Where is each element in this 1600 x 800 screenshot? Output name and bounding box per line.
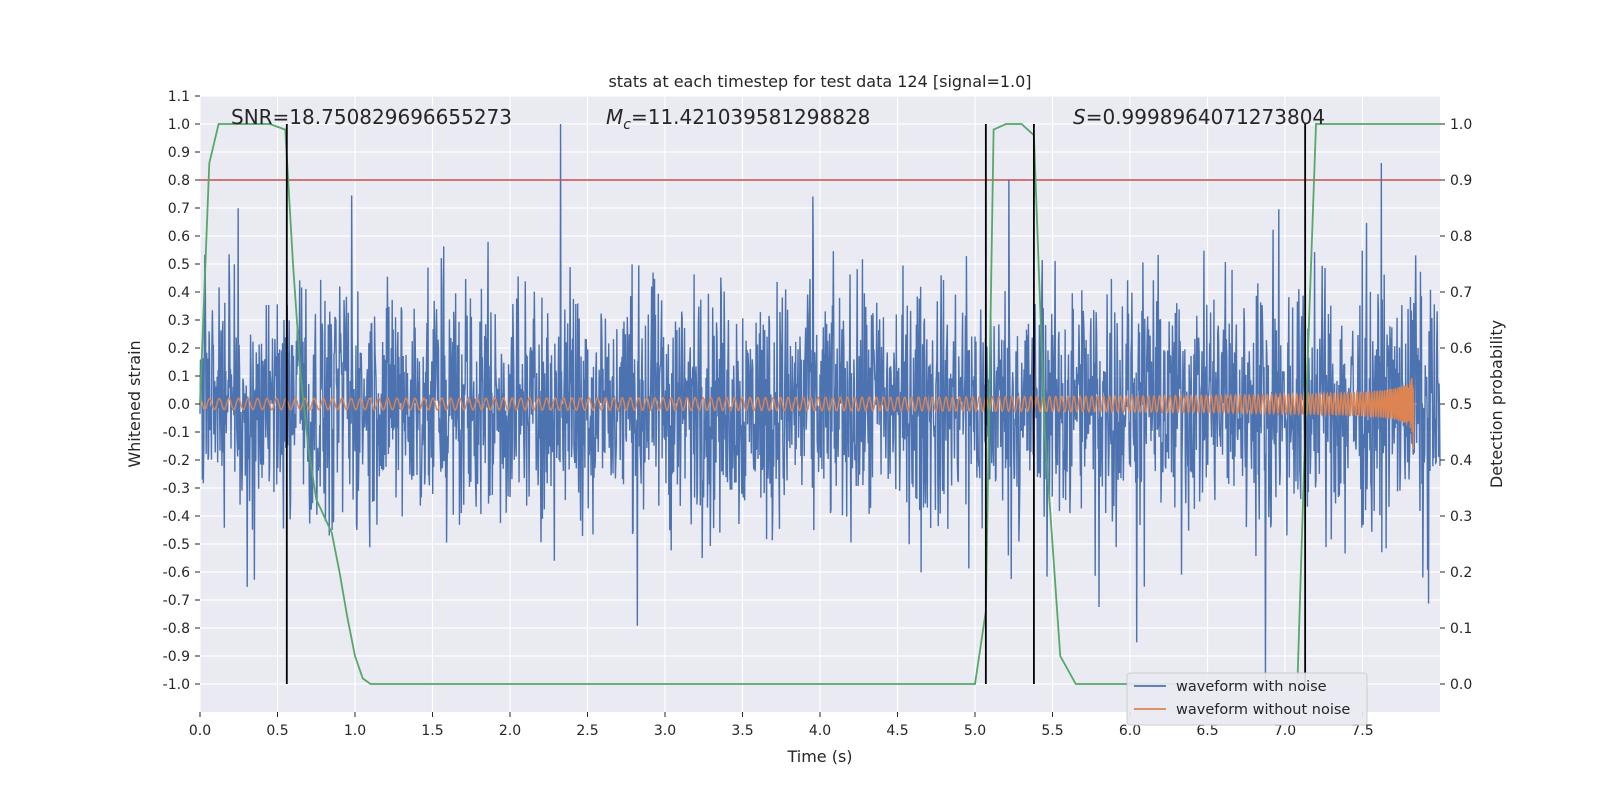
y2-tick-label: 0.6	[1450, 341, 1472, 357]
legend-box	[1126, 672, 1368, 726]
legend-label-noise: waveform with noise	[1176, 679, 1327, 695]
y-tick-label: 0.8	[168, 173, 190, 189]
x-tick-label: 1.5	[421, 723, 443, 739]
x-tick-label: 6.5	[1196, 723, 1218, 739]
y2-tick-label: 0.7	[1450, 285, 1472, 301]
x-tick-label: 0.0	[189, 723, 211, 739]
chirp-mass-annotation: Mc=11.421039581298828	[606, 105, 870, 133]
y-tick-label: -0.2	[163, 453, 190, 469]
waveform-without-noise-line	[199, 377, 1417, 450]
x-tick-label: 7.5	[1351, 723, 1373, 739]
y-tick-label: 0.5	[168, 257, 190, 273]
waveform-without-noise-series	[199, 377, 1417, 450]
x-tick-label: 3.5	[731, 723, 753, 739]
waveform-with-noise-series	[199, 123, 1441, 682]
y-tick-label: 0.2	[168, 341, 190, 357]
y-tick-label: 0.4	[168, 285, 190, 301]
x-tick-label: 4.5	[886, 723, 908, 739]
y2-tick-label: 0.5	[1450, 397, 1472, 413]
legend: waveform with noise waveform without noi…	[1126, 672, 1368, 726]
x-tick-label: 5.5	[1041, 723, 1063, 739]
x-tick-label: 6.0	[1119, 723, 1141, 739]
x-tick-label: 3.0	[654, 723, 676, 739]
y-tick-label: 0.3	[168, 313, 190, 329]
legend-label-clean: waveform without noise	[1176, 702, 1350, 718]
y2-axis-label: Detection probability	[1487, 320, 1506, 488]
y-tick-label: 0.6	[168, 229, 190, 245]
x-tick-label: 1.0	[344, 723, 366, 739]
x-axis-label: Time (s)	[786, 747, 852, 766]
x-tick-label: 4.0	[809, 723, 831, 739]
y2-tick-label: 0.4	[1450, 453, 1472, 469]
ticks: 0.0 0.5 1.0 1.5 2.0 2.5 3.0 3.5 4.0 4.5 5.0 5.5 6.0 6…	[163, 89, 1473, 739]
y-tick-label: 0.0	[168, 397, 190, 413]
y2-tick-label: 0.0	[1450, 677, 1472, 693]
y-tick-label: 1.0	[168, 117, 190, 133]
y-tick-label: 0.1	[168, 369, 190, 385]
y2-tick-label: 0.8	[1450, 229, 1472, 245]
y-tick-label: -0.7	[163, 593, 190, 609]
y-tick-label: -0.1	[163, 425, 190, 441]
y2-tick-label: 0.1	[1450, 621, 1472, 637]
y-tick-label: -0.9	[163, 649, 190, 665]
y-tick-label: 0.9	[168, 145, 190, 161]
y-tick-label: -0.5	[163, 537, 190, 553]
x-tick-label: 0.5	[266, 723, 288, 739]
vertical-markers	[285, 124, 1307, 684]
y-tick-label: 0.7	[168, 201, 190, 217]
y2-tick-label: 0.2	[1450, 565, 1472, 581]
y-axis-label: Whitened strain	[125, 340, 144, 467]
y-tick-label: -0.6	[163, 565, 190, 581]
x-tick-label: 5.0	[964, 723, 986, 739]
y-tick-label: -0.8	[163, 621, 190, 637]
waveform-with-noise-line	[199, 123, 1441, 682]
s-annotation: S=0.9998964071273804	[1073, 105, 1325, 129]
y2-tick-label: 1.0	[1450, 117, 1472, 133]
y2-tick-label: 0.9	[1450, 173, 1472, 189]
x-tick-label: 7.0	[1274, 723, 1296, 739]
snr-annotation: SNR=18.750829696655273	[231, 105, 512, 129]
chart-title: stats at each timestep for test data 124…	[608, 72, 1031, 91]
x-tick-label: 2.0	[499, 723, 521, 739]
y-tick-label: -1.0	[163, 677, 190, 693]
y-tick-label: 1.1	[168, 89, 190, 105]
x-tick-label: 2.5	[576, 723, 598, 739]
y-tick-label: -0.3	[163, 481, 190, 497]
y2-tick-label: 0.3	[1450, 509, 1472, 525]
y-tick-label: -0.4	[163, 509, 190, 525]
